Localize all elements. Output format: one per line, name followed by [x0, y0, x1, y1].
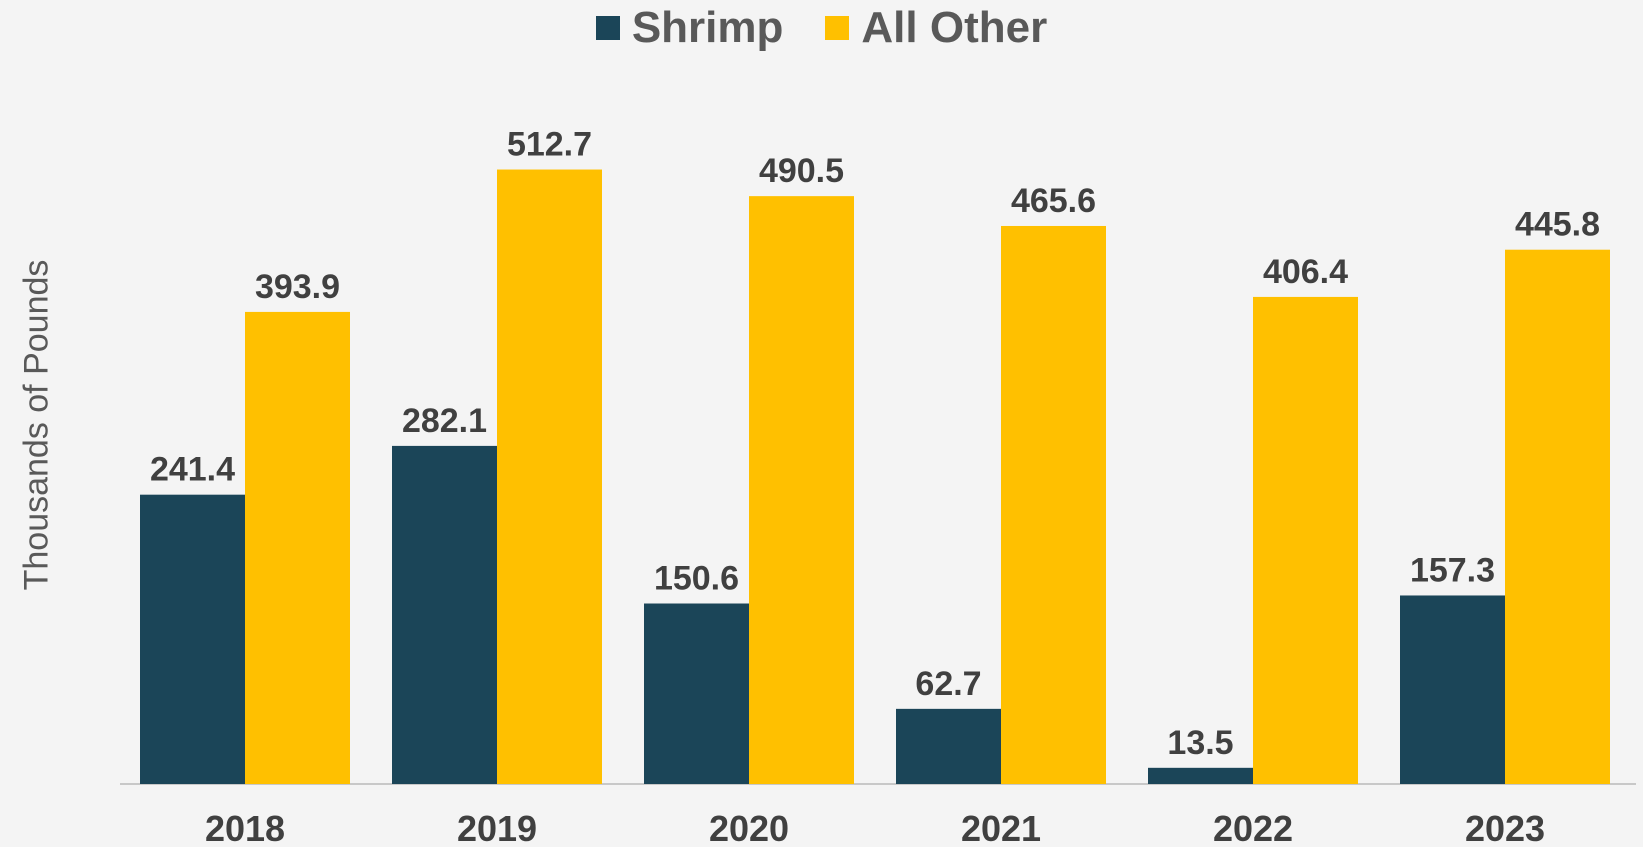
- data-label-all-other-2022: 406.4: [1263, 253, 1348, 291]
- bar-all-other-2022: [1253, 296, 1358, 784]
- x-tick-label-2018: 2018: [205, 808, 285, 847]
- data-label-all-other-2019: 512.7: [507, 126, 592, 164]
- bar-all-other-2023: [1505, 249, 1610, 785]
- bar-shrimp-2023: [1400, 595, 1505, 784]
- data-label-shrimp-2020: 150.6: [654, 560, 739, 598]
- x-tick-label-2020: 2020: [709, 808, 789, 847]
- data-label-shrimp-2018: 241.4: [150, 451, 235, 489]
- legend-swatch-all-other: [825, 16, 850, 40]
- data-label-shrimp-2022: 13.5: [1167, 724, 1233, 762]
- legend: Shrimp All Other: [0, 0, 1643, 56]
- legend-item-shrimp: Shrimp: [595, 3, 784, 53]
- bar-shrimp-2022: [1148, 767, 1253, 784]
- data-label-shrimp-2019: 282.1: [402, 402, 487, 440]
- bar-all-other-2020: [749, 196, 854, 785]
- legend-item-all-other: All Other: [825, 3, 1047, 53]
- x-tick-label-2022: 2022: [1213, 808, 1293, 847]
- bar-all-other-2018: [245, 311, 350, 784]
- legend-swatch-shrimp: [595, 16, 620, 40]
- data-label-all-other-2023: 445.8: [1515, 206, 1600, 244]
- data-label-all-other-2018: 393.9: [255, 268, 340, 306]
- data-label-shrimp-2021: 62.7: [915, 665, 981, 703]
- legend-label-shrimp: Shrimp: [631, 3, 784, 52]
- data-label-all-other-2021: 465.6: [1011, 182, 1096, 220]
- bar-shrimp-2020: [644, 603, 749, 784]
- bar-all-other-2019: [497, 169, 602, 784]
- bar-shrimp-2021: [896, 708, 1001, 784]
- x-tick-label-2019: 2019: [457, 808, 537, 847]
- bar-all-other-2021: [1001, 225, 1106, 784]
- legend-label-all-other: All Other: [861, 3, 1048, 52]
- bar-shrimp-2018: [140, 494, 245, 784]
- data-label-all-other-2020: 490.5: [759, 152, 844, 190]
- bar-shrimp-2019: [392, 445, 497, 784]
- x-tick-label-2023: 2023: [1465, 808, 1545, 847]
- data-label-shrimp-2023: 157.3: [1410, 551, 1495, 589]
- x-tick-label-2021: 2021: [961, 808, 1041, 847]
